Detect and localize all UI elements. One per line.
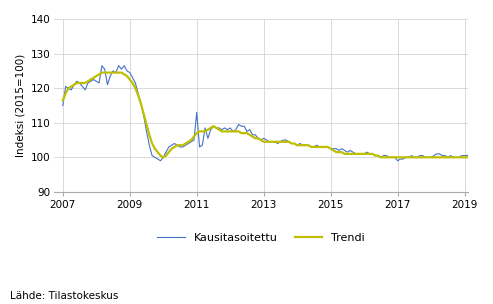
Kausitasoitettu: [442, 154, 448, 157]
Legend: Kausitasoitettu, Trendi: Kausitasoitettu, Trendi: [153, 229, 369, 247]
Kausitasoitettu: [208, 128, 213, 132]
Trendi: [442, 156, 448, 159]
Trendi: [105, 71, 110, 74]
Text: Lähde: Tilastokeskus: Lähde: Tilastokeskus: [10, 291, 118, 301]
Kausitasoitettu: [60, 104, 66, 107]
Kausitasoitettu: [476, 154, 482, 157]
Trendi: [208, 126, 213, 130]
Kausitasoitettu: [266, 140, 272, 143]
Kausitasoitettu: [105, 83, 110, 87]
Trendi: [160, 156, 166, 159]
Y-axis label: Indeksi (2015=100): Indeksi (2015=100): [15, 54, 25, 157]
Kausitasoitettu: [99, 64, 105, 67]
Line: Trendi: Trendi: [63, 73, 493, 157]
Trendi: [266, 140, 272, 143]
Kausitasoitettu: [158, 159, 164, 163]
Trendi: [99, 71, 105, 74]
Trendi: [60, 98, 66, 102]
Trendi: [476, 156, 482, 159]
Line: Kausitasoitettu: Kausitasoitettu: [63, 66, 493, 161]
